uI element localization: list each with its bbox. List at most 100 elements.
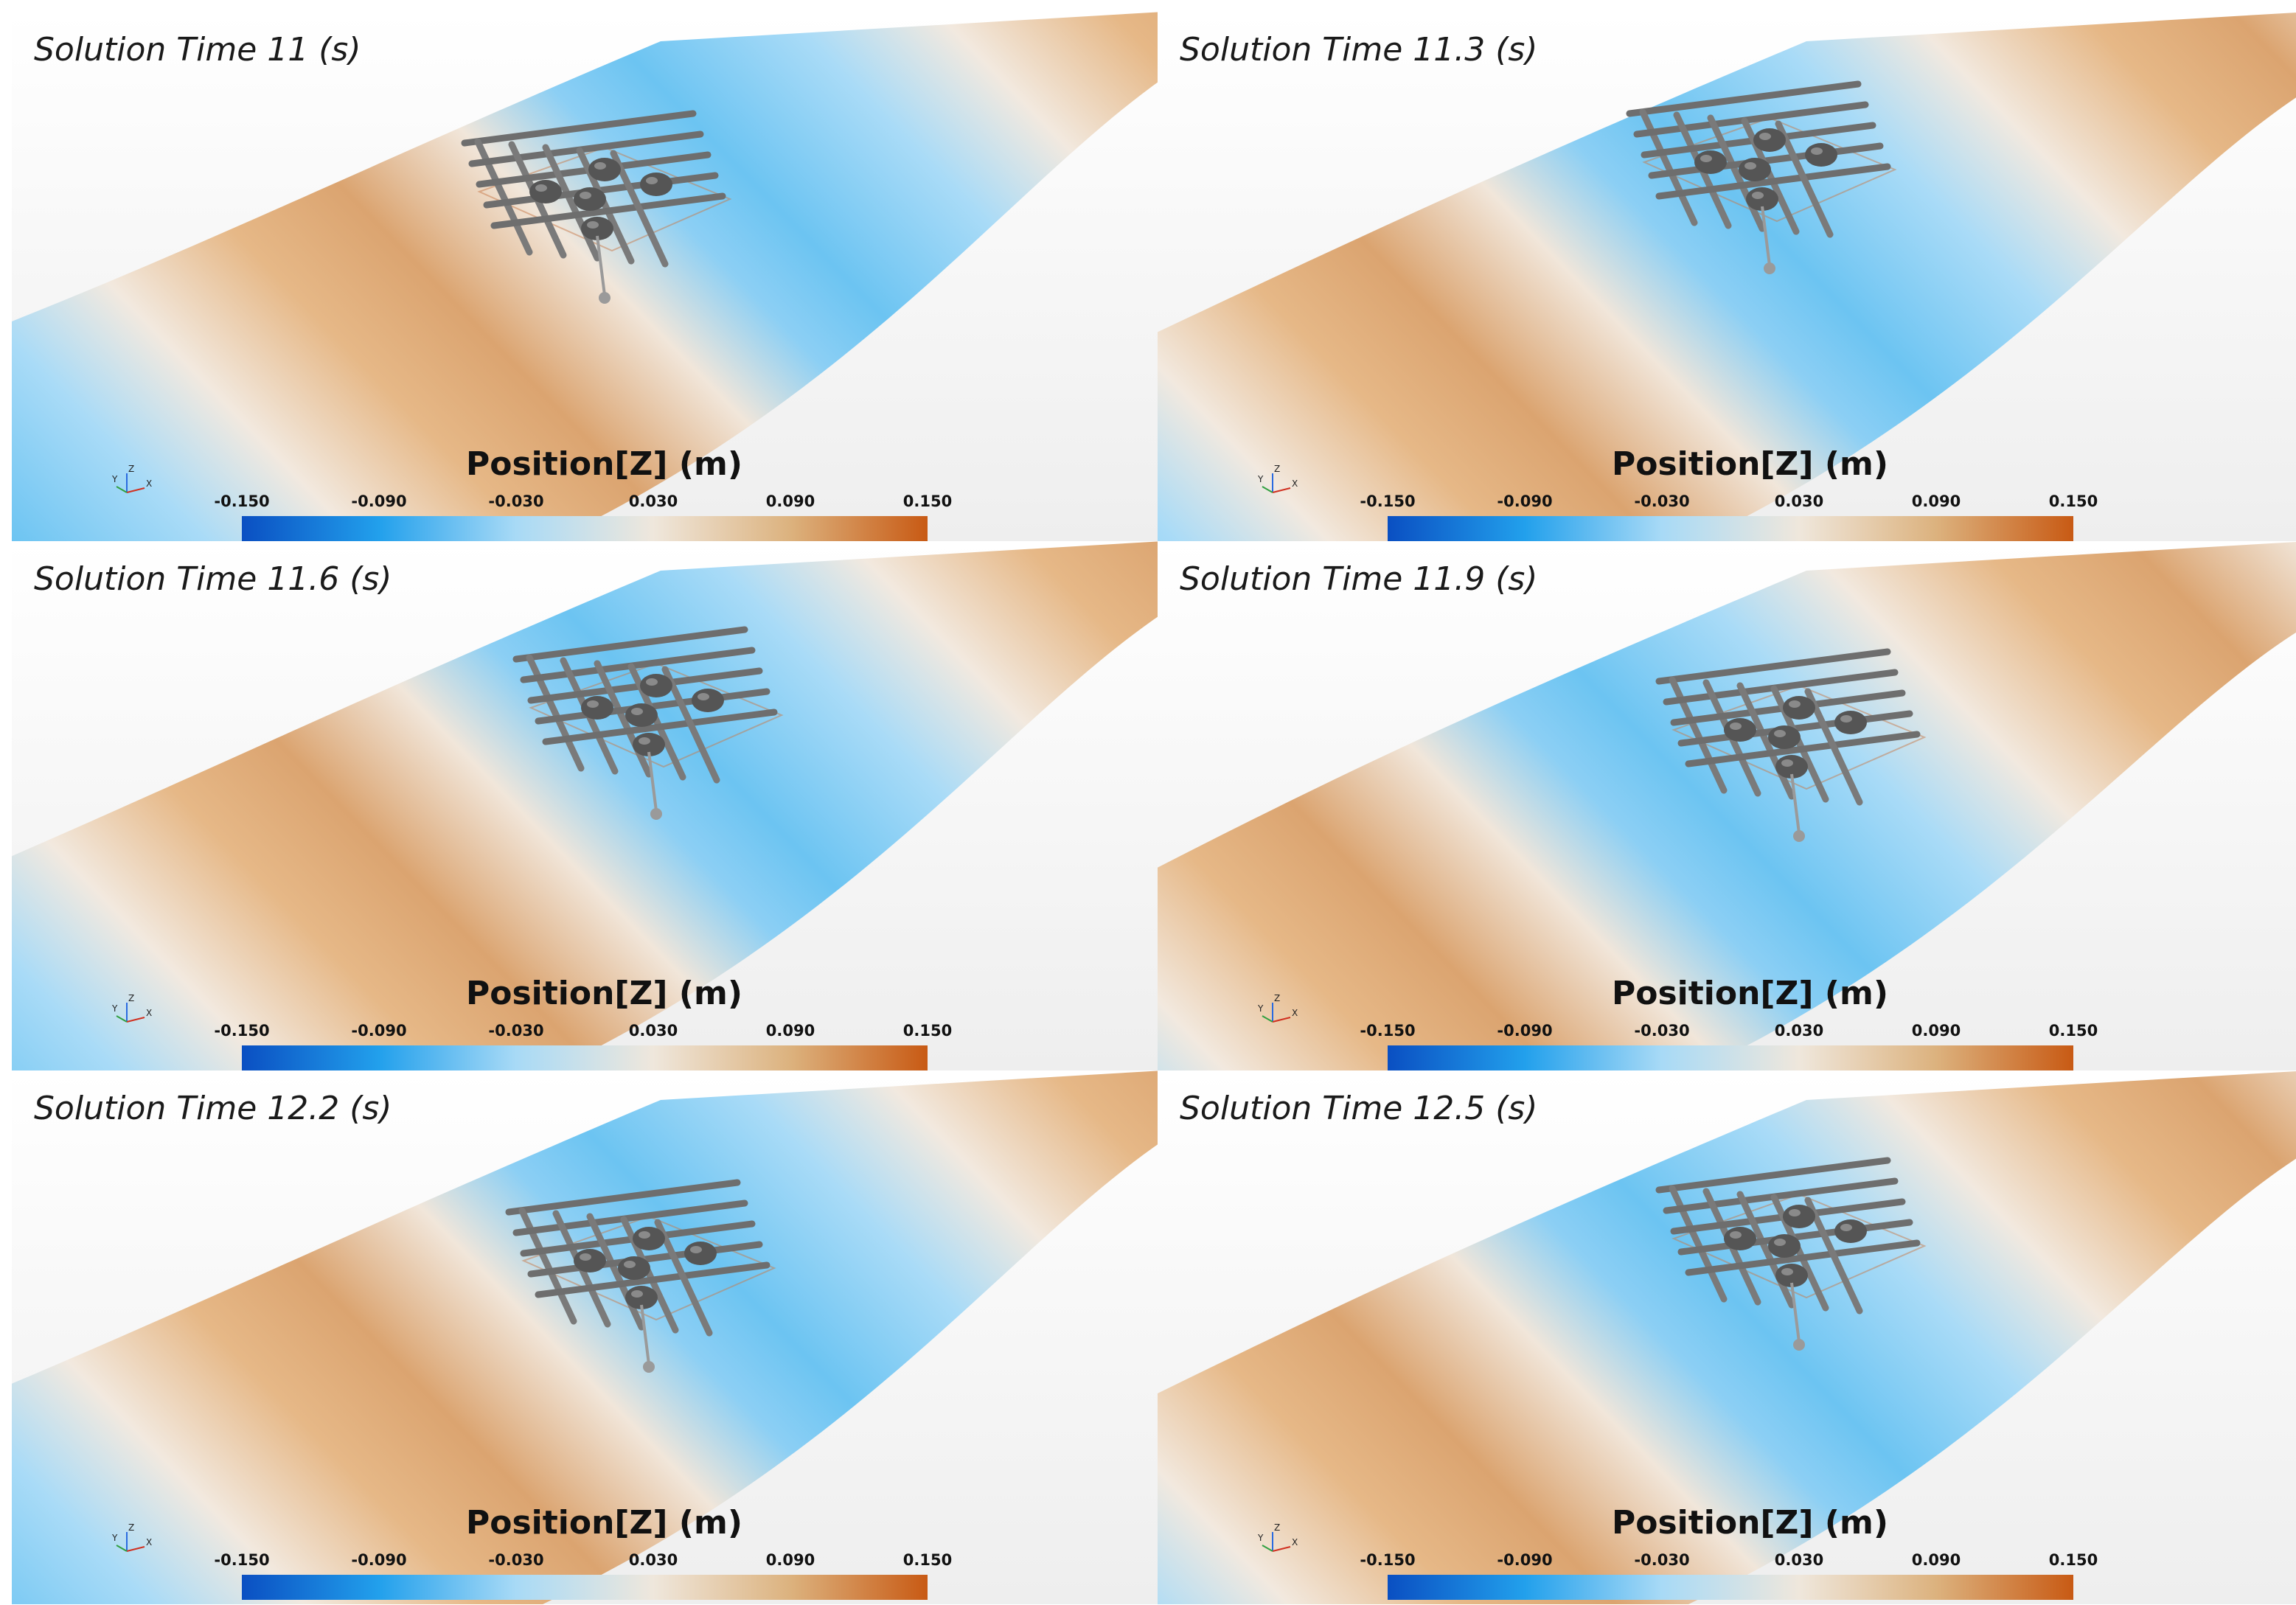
svg-text:Z: Z [1274, 993, 1280, 1003]
svg-text:Z: Z [128, 993, 134, 1003]
colorbar-tick-label: 0.090 [765, 1551, 815, 1569]
solution-time-title: Solution Time 12.5 (s) [1180, 1090, 1538, 1127]
wave-surface-render [1158, 1070, 2296, 1604]
colorbar-gradient [1388, 1575, 2073, 1600]
free-surface [12, 541, 1163, 1075]
simulation-panel: Solution Time 11.9 (s) Y Z X Position[Z] (m)… [1158, 541, 2296, 1075]
colorbar-tick-label: 0.030 [628, 492, 678, 510]
colorbar-tick-label: -0.090 [351, 1022, 407, 1040]
colorbar-tick-label: -0.030 [1634, 1022, 1690, 1040]
colorbar-tick-label: -0.150 [1360, 1551, 1416, 1569]
wave-surface-render [12, 1070, 1163, 1604]
solution-time-title: Solution Time 11 (s) [34, 31, 361, 69]
colorbar-tick-label: 0.030 [1774, 1551, 1824, 1569]
colorbar-tick-label: 0.150 [902, 1551, 953, 1569]
colorbar-tick-label: -0.030 [1634, 492, 1690, 510]
cage-structure [1626, 80, 1897, 274]
cage-structure [1655, 648, 1927, 842]
colorbar-tick-label: -0.090 [1497, 1551, 1553, 1569]
axis-triad-icon: YZ X [112, 1522, 152, 1552]
colorbar-tick-label: 0.090 [1911, 1551, 1961, 1569]
svg-text:Z: Z [128, 1522, 134, 1533]
colorbar-gradient [242, 516, 928, 541]
cage-structure [1655, 1157, 1927, 1351]
colorbar-title: Position[Z] (m) [1612, 445, 1888, 483]
wave-surface-render [1158, 541, 2296, 1075]
colorbar-tick-label: 0.090 [1911, 492, 1961, 510]
colorbar-tick-label: 0.150 [2048, 1551, 2098, 1569]
colorbar-tick-label: -0.150 [1360, 492, 1416, 510]
cage-structure [512, 626, 784, 820]
solution-time-title: Solution Time 11.9 (s) [1180, 560, 1538, 598]
colorbar-tick-label: 0.150 [902, 1022, 953, 1040]
simulation-panel: Solution Time 11.6 (s) Y Z X Position[Z] (m)… [12, 541, 1163, 1075]
svg-text:X: X [146, 1537, 152, 1547]
axis-triad-icon: YZ X [1258, 1522, 1298, 1552]
colorbar-tick-label: -0.090 [351, 1551, 407, 1569]
colorbar-tick-label: -0.150 [214, 1551, 270, 1569]
svg-text:Z: Z [1274, 464, 1280, 474]
colorbar-title: Position[Z] (m) [1612, 975, 1888, 1012]
colorbar-tick-label: -0.030 [1634, 1551, 1690, 1569]
colorbar-title: Position[Z] (m) [1612, 1504, 1888, 1542]
free-surface [1158, 542, 2296, 1075]
colorbar-tick-label: -0.150 [1360, 1022, 1416, 1040]
axis-triad-icon: YZ X [112, 993, 152, 1023]
cage-structure [505, 1179, 776, 1373]
free-surface [12, 12, 1163, 546]
svg-text:Y: Y [1258, 1533, 1264, 1543]
svg-text:Y: Y [112, 1533, 118, 1543]
svg-text:Y: Y [1258, 1003, 1264, 1014]
colorbar-tick-label: 0.030 [1774, 492, 1824, 510]
solution-time-title: Solution Time 11.3 (s) [1180, 31, 1538, 69]
colorbar-tick-label: 0.030 [628, 1551, 678, 1569]
colorbar-gradient [242, 1575, 928, 1600]
colorbar-tick-label: -0.150 [214, 1022, 270, 1040]
colorbar-tick-label: 0.150 [2048, 1022, 2098, 1040]
svg-text:X: X [1292, 1537, 1298, 1547]
solution-time-title: Solution Time 12.2 (s) [34, 1090, 392, 1127]
colorbar-gradient [1388, 1045, 2073, 1070]
wave-surface-render [12, 541, 1163, 1075]
svg-text:Z: Z [1274, 1522, 1280, 1533]
axis-triad-icon: YZ X [112, 464, 152, 493]
colorbar-gradient [1388, 516, 2073, 541]
wave-surface-render [12, 12, 1163, 546]
colorbar-title: Position[Z] (m) [466, 445, 742, 483]
svg-text:Y: Y [1258, 474, 1264, 484]
svg-text:Y: Y [112, 474, 118, 484]
colorbar-tick-label: -0.090 [1497, 492, 1553, 510]
solution-time-title: Solution Time 11.6 (s) [34, 560, 392, 598]
colorbar-tick-label: 0.150 [2048, 492, 2098, 510]
colorbar-tick-label: 0.150 [902, 492, 953, 510]
colorbar-tick-label: 0.090 [765, 492, 815, 510]
free-surface [1158, 1071, 2296, 1604]
svg-text:X: X [1292, 478, 1298, 489]
colorbar-tick-label: -0.030 [488, 1551, 544, 1569]
colorbar-tick-label: -0.030 [488, 1022, 544, 1040]
svg-text:X: X [146, 1008, 152, 1018]
svg-text:Y: Y [112, 1003, 118, 1014]
colorbar-tick-label: -0.030 [488, 492, 544, 510]
colorbar-tick-label: 0.030 [1774, 1022, 1824, 1040]
colorbar-title: Position[Z] (m) [466, 975, 742, 1012]
simulation-panel: Solution Time 12.5 (s) Y Z X Position[Z] (m)… [1158, 1070, 2296, 1604]
colorbar-title: Position[Z] (m) [466, 1504, 742, 1542]
free-surface [1158, 13, 2296, 546]
colorbar-tick-label: -0.090 [351, 492, 407, 510]
free-surface [12, 1070, 1163, 1604]
colorbar-gradient [242, 1045, 928, 1070]
axis-triad-icon: YZ X [1258, 464, 1298, 493]
svg-text:X: X [146, 478, 152, 489]
colorbar-tick-label: -0.150 [214, 492, 270, 510]
colorbar-tick-label: -0.090 [1497, 1022, 1553, 1040]
simulation-panel: Solution Time 11 (s) Y Z X Position[Z] (m) -0… [12, 12, 1163, 546]
simulation-panel: Solution Time 12.2 (s) Y Z X Position[Z] (m)… [12, 1070, 1163, 1604]
colorbar-tick-label: 0.090 [1911, 1022, 1961, 1040]
wave-surface-render [1158, 12, 2296, 546]
colorbar-tick-label: 0.090 [765, 1022, 815, 1040]
simulation-panel: Solution Time 11.3 (s) Y Z X Position[Z] (m)… [1158, 12, 2296, 546]
colorbar-tick-label: 0.030 [628, 1022, 678, 1040]
axis-triad-icon: YZ X [1258, 993, 1298, 1023]
